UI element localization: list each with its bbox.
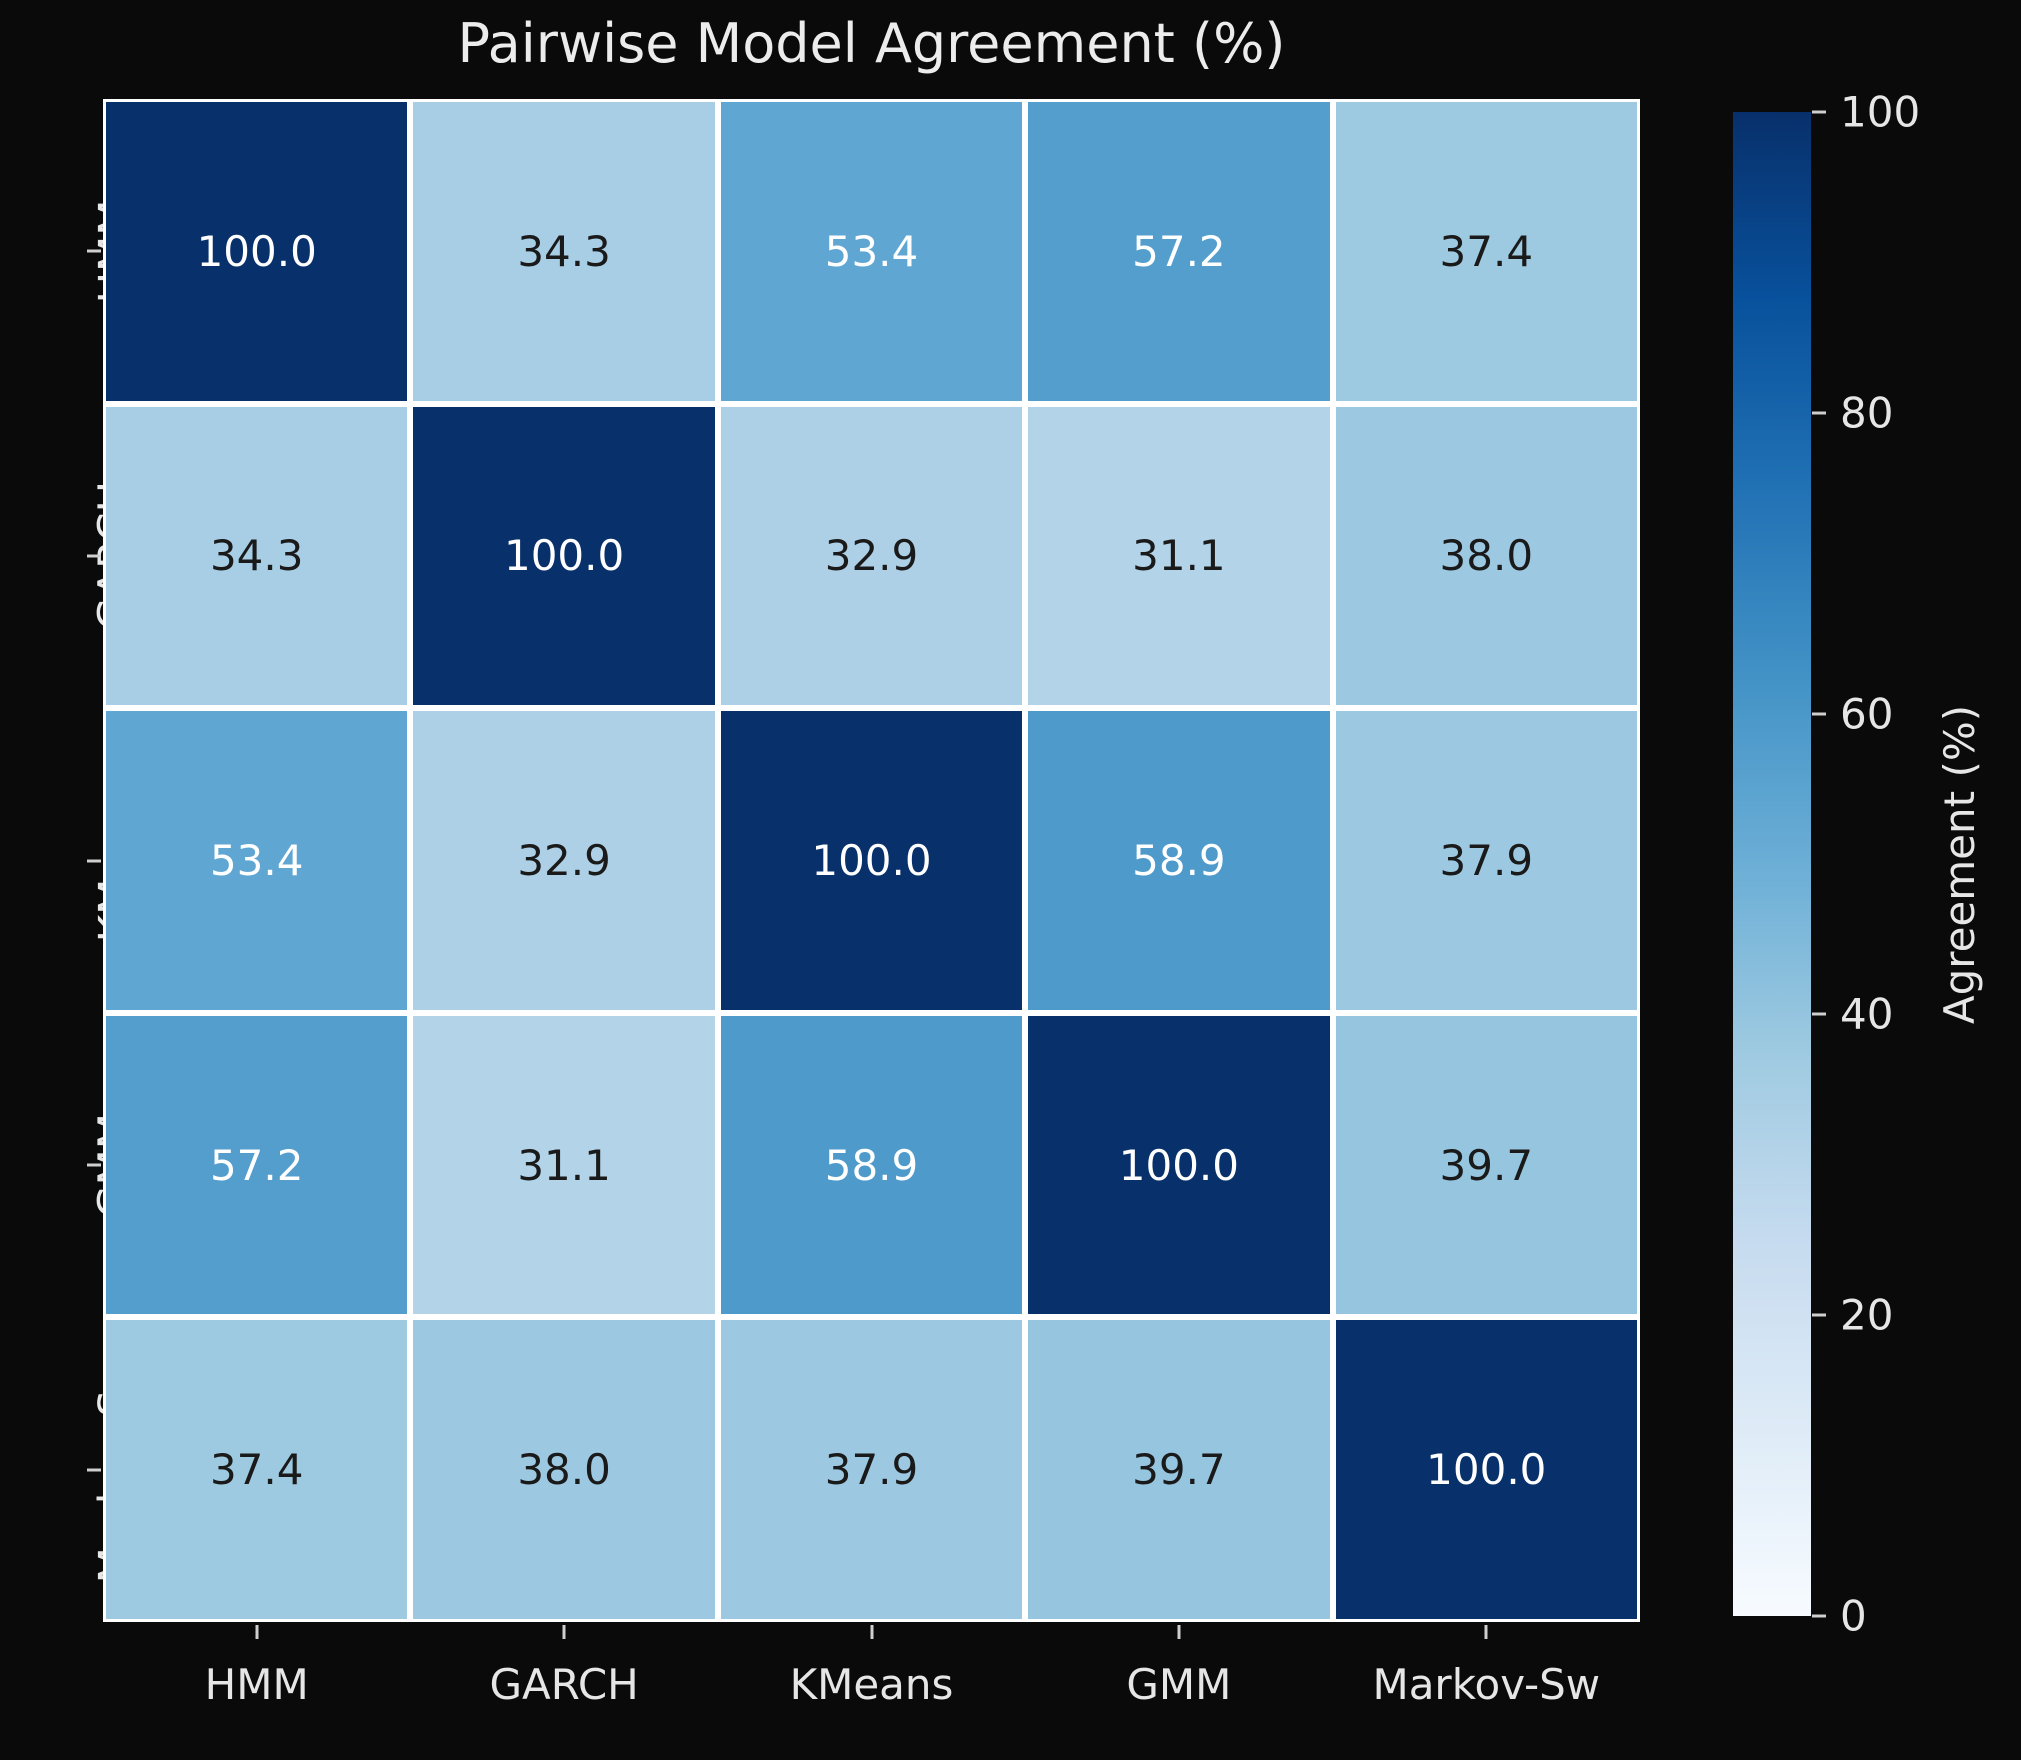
colorbar-tick-label: 0	[1840, 1591, 1867, 1641]
x-tick-label: Markov-Sw	[1372, 1660, 1601, 1709]
cell-value: 32.9	[824, 531, 919, 581]
heatmap-cell: 32.9	[720, 406, 1023, 706]
colorbar-tick-label: 20	[1840, 1290, 1894, 1340]
colorbar-tick-label: 80	[1840, 388, 1894, 438]
heatmap-cell: 34.3	[106, 406, 408, 706]
x-tick-mark	[255, 1625, 259, 1639]
colorbar-axis-label: Agreement (%)	[1928, 112, 1992, 1616]
heatmap-cell: 53.4	[720, 102, 1023, 401]
cell-value: 37.4	[209, 1445, 304, 1495]
cell-value: 39.7	[1439, 1140, 1534, 1190]
x-axis-tick-labels: HMM GARCH KMeans GMM Markov-Sw	[103, 1660, 1640, 1709]
heatmap-cell: 100.0	[413, 406, 715, 706]
cell-value: 38.0	[517, 1445, 611, 1495]
heatmap: 100.0 34.3 53.4 57.2 37.4 34.3 100.0 32.9 31.1 38…	[103, 99, 1640, 1622]
x-tick-label: GMM	[1126, 1660, 1232, 1709]
cell-value: 100.0	[1118, 1140, 1240, 1190]
heatmap-cell: 37.4	[106, 1320, 408, 1619]
cell-value: 31.1	[517, 1140, 611, 1190]
cell-value: 37.9	[824, 1445, 919, 1495]
heatmap-cell: 100.0	[1335, 1320, 1637, 1619]
cell-value: 31.1	[1132, 531, 1226, 581]
heatmap-cell: 31.1	[1028, 406, 1330, 706]
cell-value: 100.0	[811, 835, 932, 885]
heatmap-cell: 38.0	[1335, 406, 1637, 706]
colorbar-tick-mark	[1812, 411, 1826, 415]
cell-value: 53.4	[209, 835, 304, 885]
colorbar-tick-label: 60	[1840, 689, 1894, 739]
cell-value: 34.3	[209, 531, 304, 581]
x-axis-tick-marks	[103, 1625, 1640, 1640]
cell-value: 39.7	[1132, 1445, 1226, 1495]
colorbar-tick-mark	[1812, 1012, 1826, 1016]
x-tick-label: HMM	[204, 1660, 309, 1709]
colorbar-axis-label-text: Agreement (%)	[1935, 704, 1985, 1024]
cell-value: 37.9	[1439, 835, 1534, 885]
x-tick-label: KMeans	[789, 1660, 954, 1709]
x-tick-mark	[1484, 1625, 1488, 1639]
cell-value: 53.4	[824, 226, 919, 276]
colorbar-tick-labels: 100 80 60 40 20 0	[1840, 88, 1960, 1641]
y-tick-mark	[87, 1468, 101, 1472]
colorbar-tick-label: 40	[1840, 989, 1894, 1039]
y-tick-mark	[87, 249, 101, 253]
heatmap-cell: 37.9	[720, 1320, 1023, 1619]
cell-value: 37.4	[1439, 226, 1534, 276]
heatmap-cell: 32.9	[413, 711, 715, 1010]
y-tick-mark	[87, 859, 101, 862]
heatmap-cell: 53.4	[106, 711, 408, 1010]
colorbar-tick-mark	[1812, 1313, 1826, 1317]
x-tick-mark	[870, 1625, 873, 1639]
heatmap-cell: 57.2	[106, 1015, 408, 1315]
chart-title: Pairwise Model Agreement (%)	[457, 12, 1286, 75]
cell-value: 57.2	[1132, 226, 1226, 276]
x-tick-mark	[1177, 1625, 1181, 1639]
heatmap-cell: 58.9	[1028, 711, 1330, 1010]
colorbar-tick-mark	[1812, 1614, 1826, 1618]
colorbar-tick-mark	[1812, 712, 1826, 716]
colorbar-tick-label: 100	[1840, 87, 1921, 137]
cell-value: 38.0	[1439, 531, 1534, 581]
cell-value: 58.9	[824, 1140, 919, 1190]
colorbar-tick-marks	[1812, 110, 1827, 1618]
cell-value: 34.3	[517, 226, 611, 276]
cell-value: 100.0	[1426, 1445, 1547, 1495]
y-tick-mark	[87, 554, 101, 558]
heatmap-cell: 57.2	[1028, 102, 1330, 401]
heatmap-cell: 31.1	[413, 1015, 715, 1315]
cell-value: 58.9	[1132, 835, 1226, 885]
heatmap-cell: 100.0	[1028, 1015, 1330, 1315]
colorbar-gradient	[1733, 112, 1811, 1616]
heatmap-cell: 58.9	[720, 1015, 1023, 1315]
cell-value: 100.0	[503, 531, 625, 581]
heatmap-cell: 100.0	[720, 711, 1023, 1010]
heatmap-cell: 38.0	[413, 1320, 715, 1619]
y-axis-tick-marks	[87, 99, 102, 1622]
y-tick-mark	[87, 1163, 101, 1167]
heatmap-cell: 39.7	[1335, 1015, 1637, 1315]
cell-value: 57.2	[209, 1140, 304, 1190]
cell-value: 32.9	[517, 835, 611, 885]
x-tick-mark	[562, 1625, 566, 1639]
heatmap-cell: 100.0	[106, 102, 408, 401]
heatmap-cell: 37.9	[1335, 711, 1637, 1010]
heatmap-cell: 39.7	[1028, 1320, 1330, 1619]
colorbar-tick-mark	[1812, 110, 1826, 114]
heatmap-cell: 37.4	[1335, 102, 1637, 401]
x-tick-label: GARCH	[489, 1660, 639, 1709]
cell-value: 100.0	[196, 226, 317, 276]
heatmap-cell: 34.3	[413, 102, 715, 401]
